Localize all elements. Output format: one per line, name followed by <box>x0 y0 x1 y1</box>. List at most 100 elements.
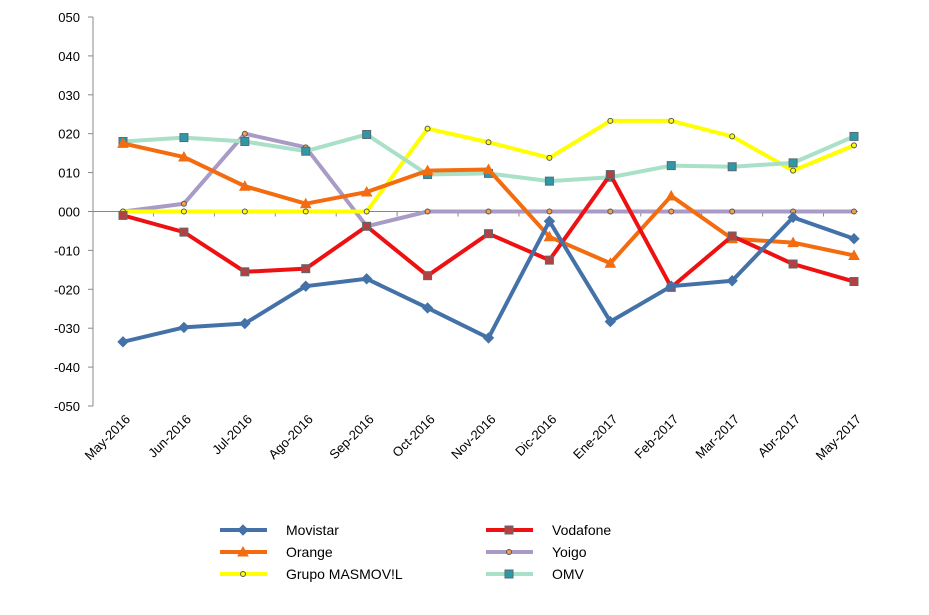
y-tick-label: 010 <box>58 166 80 181</box>
legend-label: Movistar <box>286 522 339 538</box>
legend-marker <box>240 571 246 577</box>
data-point <box>665 280 677 292</box>
data-point <box>607 117 614 124</box>
data-point <box>851 208 857 215</box>
data-point <box>482 332 495 344</box>
data-point <box>117 336 129 348</box>
data-point <box>729 133 736 140</box>
x-tick-label: Oct-2016 <box>389 412 437 460</box>
y-tick-labels: 050 040 030 020 010 000 -010 -020 -030 -040 -050 <box>54 10 80 414</box>
x-tick-label: Nov-2016 <box>448 412 498 462</box>
data-point <box>605 170 615 180</box>
legend-marker <box>506 549 512 555</box>
x-tick-label: Jun-2016 <box>145 412 194 461</box>
data-point <box>302 208 309 215</box>
x-tick-labels: May-2016 Jun-2016 Jul-2016 Ago-2016 Sep-2016… <box>82 412 864 463</box>
data-point <box>424 125 431 132</box>
y-tick-label: 000 <box>58 205 80 220</box>
legend-label: Yoigo <box>552 544 587 560</box>
data-point <box>851 142 857 149</box>
data-point <box>485 139 492 146</box>
data-point <box>117 137 129 148</box>
legend-item-omv: OMV <box>486 566 585 582</box>
x-tick-label: Feb-2017 <box>631 412 681 462</box>
series-vodafone <box>118 170 859 292</box>
data-point <box>178 321 190 334</box>
data-point <box>848 233 860 245</box>
data-point <box>238 180 251 191</box>
y-tick-label: -010 <box>54 243 80 258</box>
data-point <box>421 302 434 314</box>
legend-item-vodafone: Vodafone <box>486 522 611 538</box>
legend-item-yoigo: Yoigo <box>486 544 587 560</box>
data-point <box>849 131 859 141</box>
data-point <box>665 189 678 201</box>
series-grupo-masmov-l <box>120 117 857 215</box>
legend-marker <box>504 569 514 579</box>
data-point <box>482 163 495 174</box>
data-point <box>668 208 675 215</box>
series-movistar <box>117 211 860 348</box>
data-point <box>604 315 617 328</box>
data-point <box>727 231 737 241</box>
data-point <box>362 221 372 231</box>
data-point <box>363 208 370 215</box>
legend-label: Grupo MASMOV!L <box>286 566 403 582</box>
data-point <box>360 273 373 285</box>
data-point <box>788 158 798 168</box>
data-point <box>178 151 190 162</box>
y-tick-label: -040 <box>54 360 80 375</box>
data-point <box>424 208 431 215</box>
y-tick-label: -050 <box>54 399 80 414</box>
y-tick-label: 040 <box>58 49 80 64</box>
data-point <box>666 161 676 171</box>
legend-item-orange: Orange <box>220 544 333 560</box>
data-point <box>544 255 554 265</box>
data-point <box>421 164 434 176</box>
data-point <box>485 208 492 215</box>
data-point <box>787 236 799 248</box>
data-point <box>484 229 493 239</box>
legend-label: Vodafone <box>552 522 611 538</box>
data-point <box>360 186 373 197</box>
data-point <box>118 210 128 220</box>
data-point <box>543 215 556 227</box>
data-point <box>546 208 553 215</box>
data-point <box>240 136 250 146</box>
data-point <box>607 208 614 215</box>
x-tick-label: May-2017 <box>813 412 864 463</box>
data-point <box>362 129 372 139</box>
data-point <box>787 211 799 224</box>
series-layer <box>117 117 860 348</box>
x-tick-label: Abr-2017 <box>755 412 803 460</box>
y-tick-label: 050 <box>58 10 80 25</box>
data-point <box>668 117 675 124</box>
x-tick-label: Ago-2016 <box>265 412 315 462</box>
data-point <box>788 259 798 269</box>
data-point <box>241 130 248 137</box>
x-tick-label: Jul-2016 <box>209 412 255 458</box>
data-point <box>239 317 251 330</box>
legend-label: Orange <box>286 544 333 560</box>
data-point <box>241 208 248 215</box>
x-tick-label: Dic-2016 <box>512 412 559 459</box>
y-tick-label: -020 <box>54 282 80 297</box>
data-point <box>729 208 736 215</box>
data-point <box>180 200 187 207</box>
data-point <box>179 133 189 143</box>
data-point <box>849 277 859 287</box>
x-tick-label: Sep-2016 <box>326 412 376 462</box>
data-point <box>727 162 737 172</box>
x-tick-label: Mar-2017 <box>692 412 742 462</box>
legend: Movistar Vodafone Orange Yoigo Grupo MASMOV!… <box>220 522 611 582</box>
data-point <box>240 267 250 277</box>
legend-item-grupo-masmov-l: Grupo MASMOV!L <box>220 566 403 582</box>
x-tick-label: May-2016 <box>82 412 133 463</box>
data-point <box>299 197 312 209</box>
data-point <box>604 257 617 268</box>
data-point <box>179 227 189 237</box>
legend-label: OMV <box>552 566 585 582</box>
data-point <box>726 275 738 287</box>
data-point <box>543 230 556 242</box>
